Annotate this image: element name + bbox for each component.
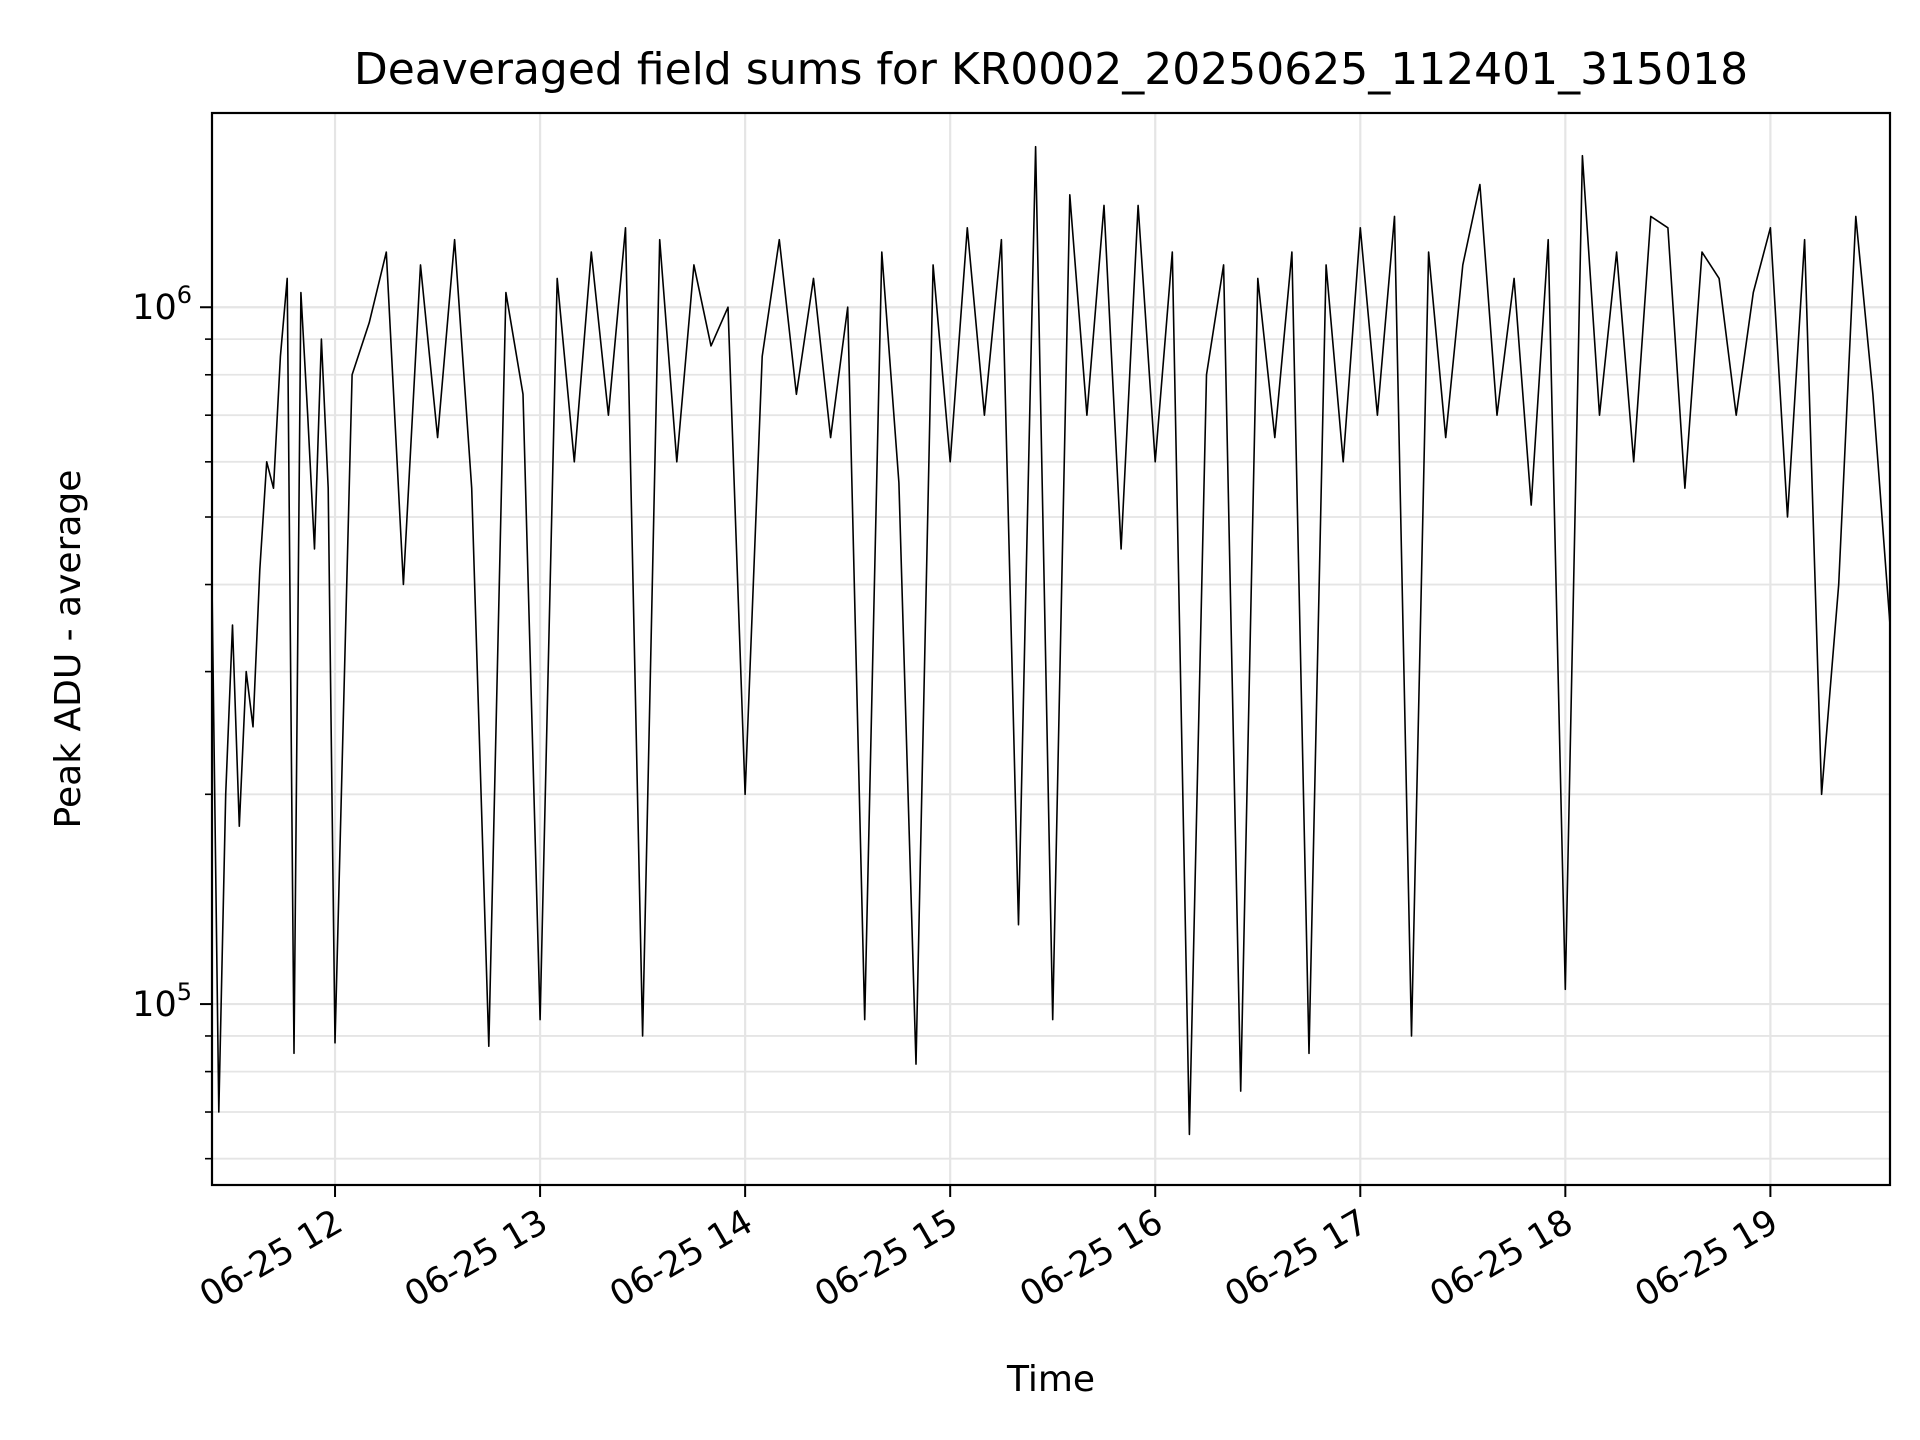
chart-title: Deaveraged field sums for KR0002_2025062… bbox=[354, 44, 1748, 95]
y-tick-label: 105 bbox=[132, 978, 192, 1025]
plot-frame bbox=[210, 111, 1892, 1187]
x-axis-label: Time bbox=[1006, 1359, 1095, 1400]
series-layer bbox=[211, 145, 1891, 1136]
y-tick-label: 106 bbox=[132, 281, 192, 328]
y-axis-label: Peak ADU - average bbox=[48, 470, 89, 829]
series-line bbox=[211, 145, 1891, 1136]
